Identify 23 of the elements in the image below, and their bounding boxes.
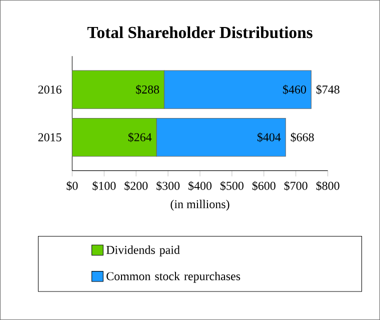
x-tick-label: $600: [252, 181, 276, 191]
bar: [72, 70, 164, 109]
x-axis-title: (in millions): [170, 200, 230, 211]
data-label: $460: [283, 84, 306, 94]
x-tick-label: $400: [188, 181, 212, 191]
y-tick-label: 2016: [38, 86, 62, 94]
x-tick-label: $800: [316, 181, 340, 191]
legend-label: Common stock repurchases: [106, 272, 240, 283]
chart-title: Total Shareholder Distributions: [87, 26, 312, 38]
data-label: $264: [128, 132, 152, 142]
data-label: $288: [136, 84, 160, 94]
total-label: $668: [290, 132, 314, 142]
x-tick-label: $500: [220, 181, 244, 191]
x-tick-label: $100: [92, 181, 116, 191]
y-tick-label: 2015: [38, 133, 62, 142]
legend-label: Dividends paid: [106, 246, 180, 256]
total-label: $748: [316, 84, 340, 94]
bar: [72, 118, 157, 157]
data-label: $404: [257, 132, 281, 142]
x-tick-label: $700: [284, 181, 308, 191]
x-tick-label: $200: [124, 181, 148, 191]
x-tick-label: $0: [66, 181, 78, 191]
x-tick-label: $300: [156, 181, 180, 191]
